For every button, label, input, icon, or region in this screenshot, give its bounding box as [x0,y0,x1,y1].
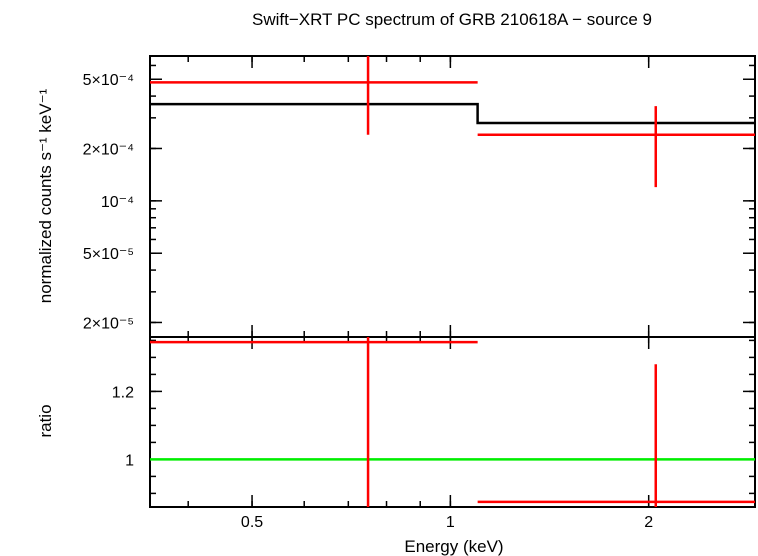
model-step-line [150,102,755,125]
spectrum-data-point [477,106,755,188]
spectrum-data-point [150,56,478,135]
x-axis-label: Energy (keV) [404,537,503,556]
spectrum-y-tick-label: 2×10⁻⁴ [83,141,134,158]
spectrum-y-tick-label: 2×10⁻⁵ [83,315,134,332]
x-tick-label: 0.5 [241,514,263,531]
ratio-data-point [150,337,478,507]
ratio-y-tick-label: 1 [125,452,134,469]
chart-title: Swift−XRT PC spectrum of GRB 210618A − s… [252,10,652,29]
ratio-y-axis-label: ratio [36,404,55,437]
spectrum-y-axis-label: normalized counts s⁻¹ keV⁻¹ [36,88,55,303]
spectrum-y-tick-label: 5×10⁻⁴ [83,72,134,89]
x-tick-label: 2 [644,514,653,531]
ratio-y-tick-label: 1.2 [112,384,134,401]
ratio-panel-frame [149,336,756,508]
spectrum-y-tick-label: 5×10⁻⁵ [83,246,134,263]
ratio-data-point [477,364,755,507]
spectrum-panel-frame [149,55,756,338]
spectrum-y-tick-label: 10⁻⁴ [101,194,134,211]
x-tick-label: 1 [446,514,455,531]
